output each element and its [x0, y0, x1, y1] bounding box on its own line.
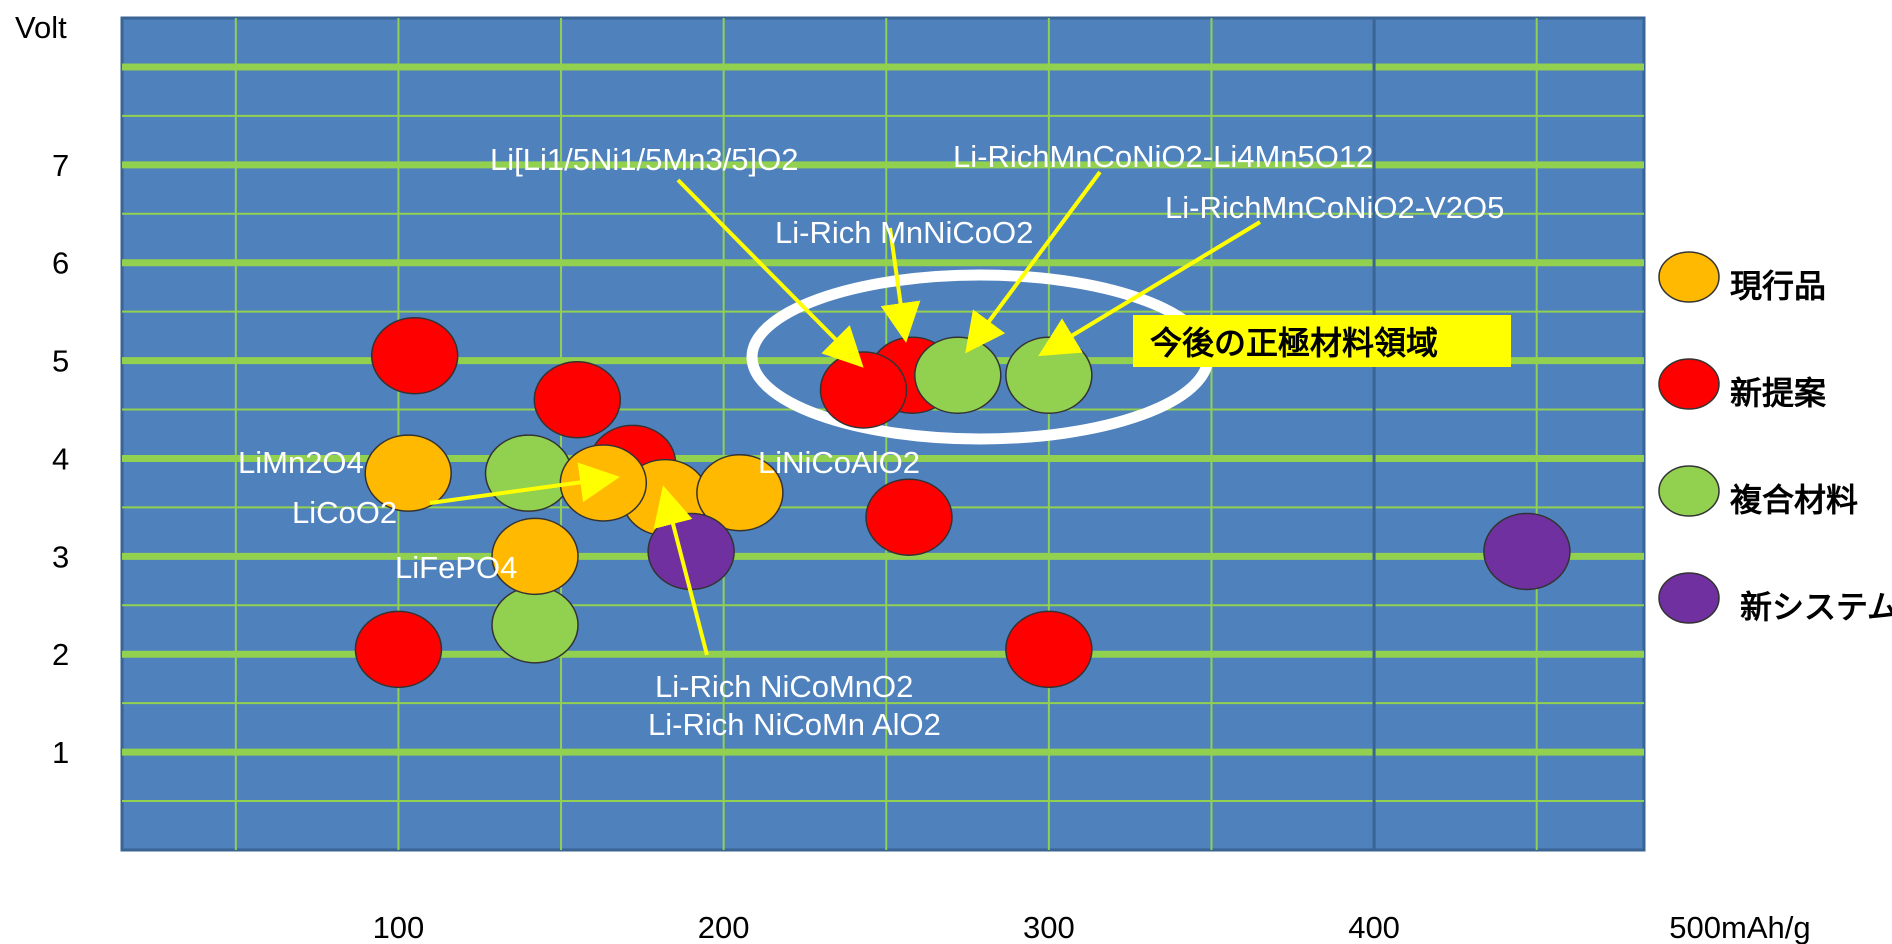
- data-point: [696, 453, 784, 532]
- annotation-li-rich-nicomno2: Li-Rich NiCoMnO2: [655, 669, 913, 704]
- annotation-licoo2: LiCoO2: [292, 495, 397, 530]
- legend-label: 新提案: [1730, 374, 1827, 412]
- x-tick-label: 200: [698, 910, 750, 944]
- y-tick-label: 7: [52, 148, 69, 183]
- data-point: [1005, 610, 1093, 689]
- annotation-li4mn5o12: Li-RichMnCoNiO2-Li4Mn5O12: [953, 139, 1373, 174]
- annotations: LiMn2O4 LiCoO2 LiFePO4 LiNiCoAlO2 Li[Li1…: [238, 139, 1504, 742]
- y-tick-label: 5: [52, 344, 69, 379]
- annotation-limn2o4: LiMn2O4: [238, 445, 364, 480]
- annotation-li-limnni: Li[Li1/5Ni1/5Mn3/5]O2: [490, 142, 798, 177]
- y-tick-label: 2: [52, 637, 69, 672]
- data-point: [491, 586, 579, 664]
- arrow-licoo2: [429, 462, 620, 505]
- annotation-linicoalo2: LiNiCoAlO2: [758, 445, 920, 480]
- data-point: [370, 316, 459, 395]
- y-tick-label: 6: [52, 246, 69, 281]
- region-label: 今後の正極材料領域: [1150, 324, 1438, 362]
- annotation-arrows: [429, 170, 1262, 656]
- annotation-lifepo4: LiFePO4: [395, 550, 517, 585]
- x-tick-label: 100: [373, 910, 425, 944]
- y-tick-label: 4: [52, 441, 69, 476]
- data-point: [491, 517, 579, 596]
- data-point: [354, 610, 443, 689]
- x-tick-labels: 100 200 300 400 500mAh/g: [373, 910, 1811, 944]
- arrow-li4mn5o12: [965, 170, 1102, 354]
- data-point: [1483, 512, 1571, 591]
- arrow-v2o5: [1038, 220, 1262, 357]
- legend-marker: [1658, 572, 1720, 624]
- data-point: [819, 351, 908, 429]
- data-point: [647, 512, 735, 591]
- arrow-li-rich-nicomno2: [653, 485, 709, 656]
- region-label-box: [1133, 315, 1511, 367]
- arrow-li-rich-limnni: [676, 178, 864, 368]
- y-tick-label: 1: [52, 735, 69, 770]
- data-point: [865, 478, 953, 556]
- x-tick-label: 400: [1348, 910, 1400, 944]
- legend-marker: [1658, 251, 1720, 303]
- legend-label: 現行品: [1730, 267, 1826, 305]
- y-tick-label: 3: [52, 539, 69, 574]
- data-point: [484, 434, 573, 512]
- x-tick-label: 500mAh/g: [1669, 910, 1810, 944]
- data-point: [533, 360, 622, 439]
- data-point: [364, 434, 452, 512]
- annotation-li-rich-nicomnalo2: Li-Rich NiCoMn AlO2: [648, 707, 941, 742]
- y-axis-label: Volt: [15, 10, 67, 45]
- data-point: [914, 336, 1002, 415]
- legend-marker: [1658, 465, 1720, 517]
- y-tick-labels: 1 2 3 4 5 6 7: [52, 148, 69, 770]
- data-points: [354, 316, 1571, 689]
- annotation-v2o5: Li-RichMnCoNiO2-V2O5: [1165, 190, 1504, 225]
- annotation-li-rich-mnnico: Li-Rich MnNiCoO2: [775, 215, 1033, 250]
- arrow-li-rich-mnnico: [880, 227, 921, 343]
- x-tick-label: 300: [1023, 910, 1075, 944]
- legend-label: 複合材料: [1730, 481, 1858, 519]
- legend-label: 新システム: [1740, 588, 1892, 626]
- legend-marker: [1658, 358, 1720, 410]
